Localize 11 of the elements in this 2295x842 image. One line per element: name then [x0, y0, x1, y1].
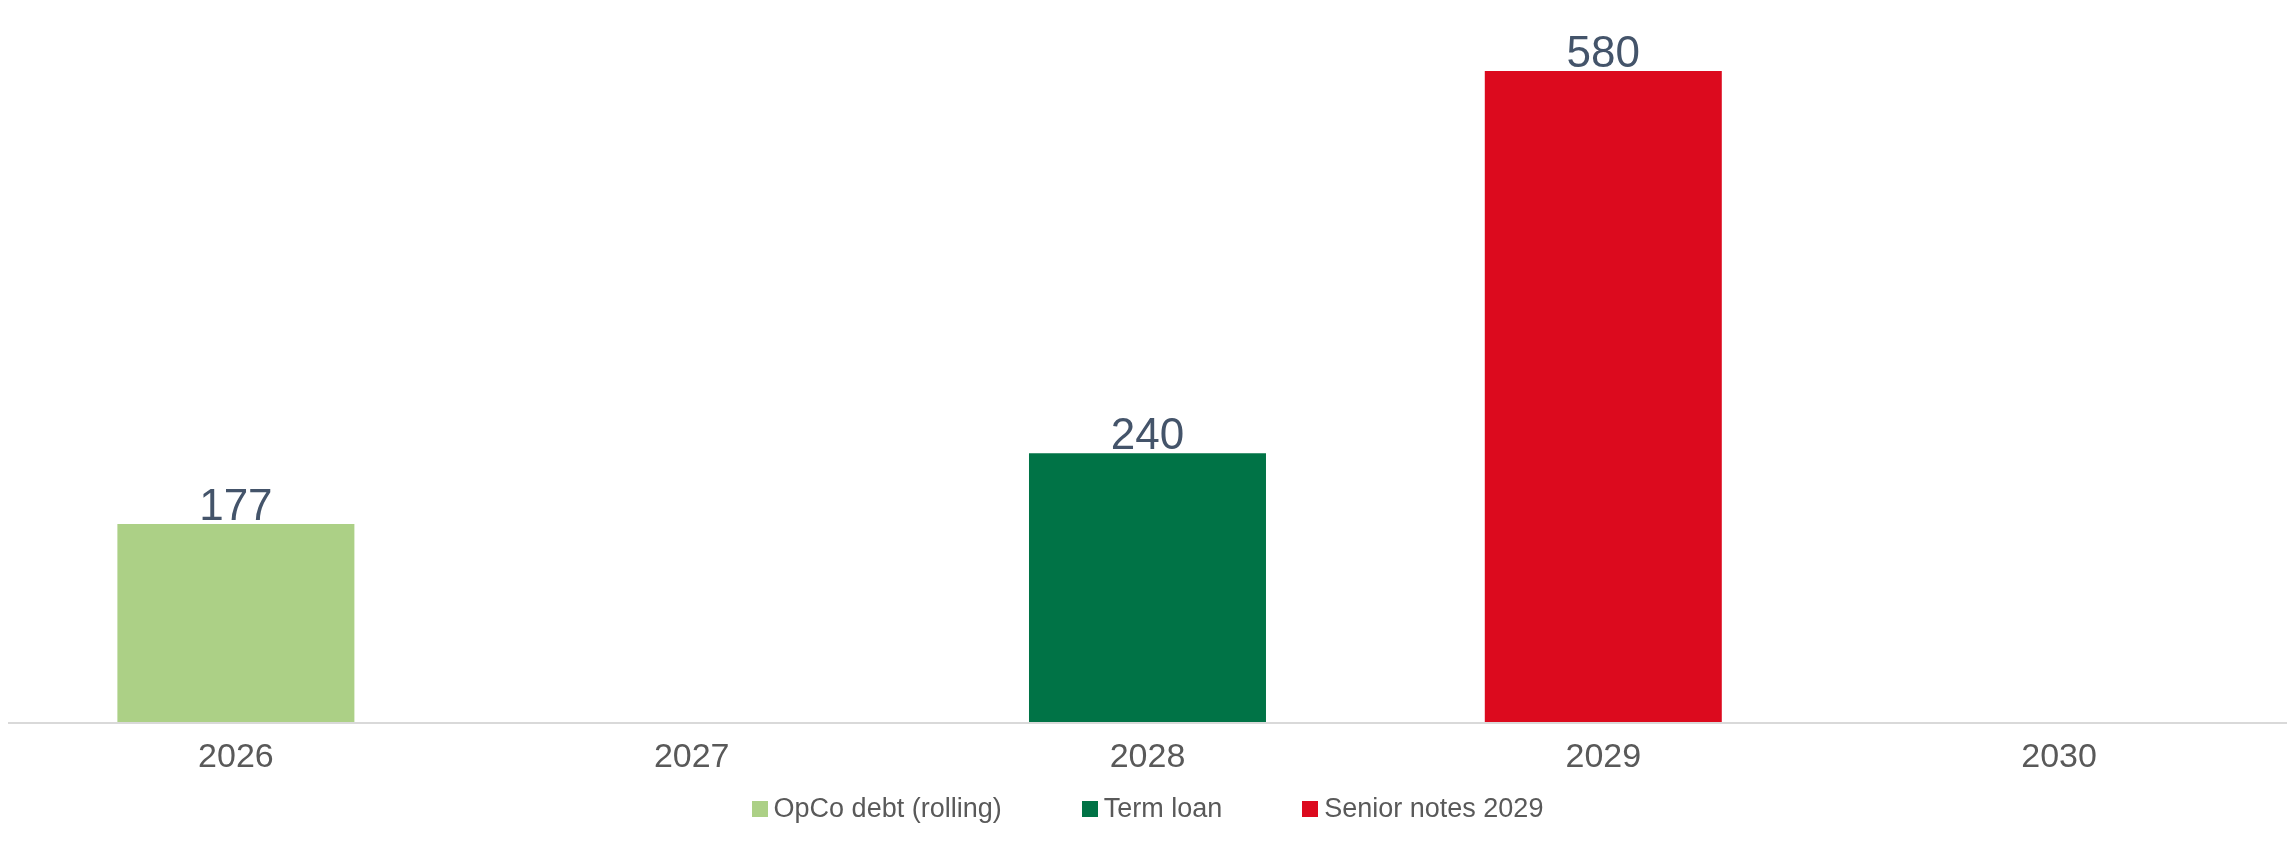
data-label: 580	[1566, 27, 1640, 77]
legend-label: Senior notes 2029	[1323, 793, 1544, 824]
legend-label: OpCo debt (rolling)	[772, 793, 1002, 824]
legend-label: Term loan	[1102, 793, 1223, 824]
x-tick-label: 2029	[1565, 736, 1642, 775]
data-label: 177	[199, 480, 273, 530]
x-tick-label: 2026	[198, 736, 274, 775]
x-tick-label: 2030	[2021, 736, 2097, 775]
x-tick-label: 2027	[653, 736, 730, 775]
data-label: 240	[1110, 409, 1185, 459]
x-tick-label: 2028	[1109, 736, 1186, 775]
